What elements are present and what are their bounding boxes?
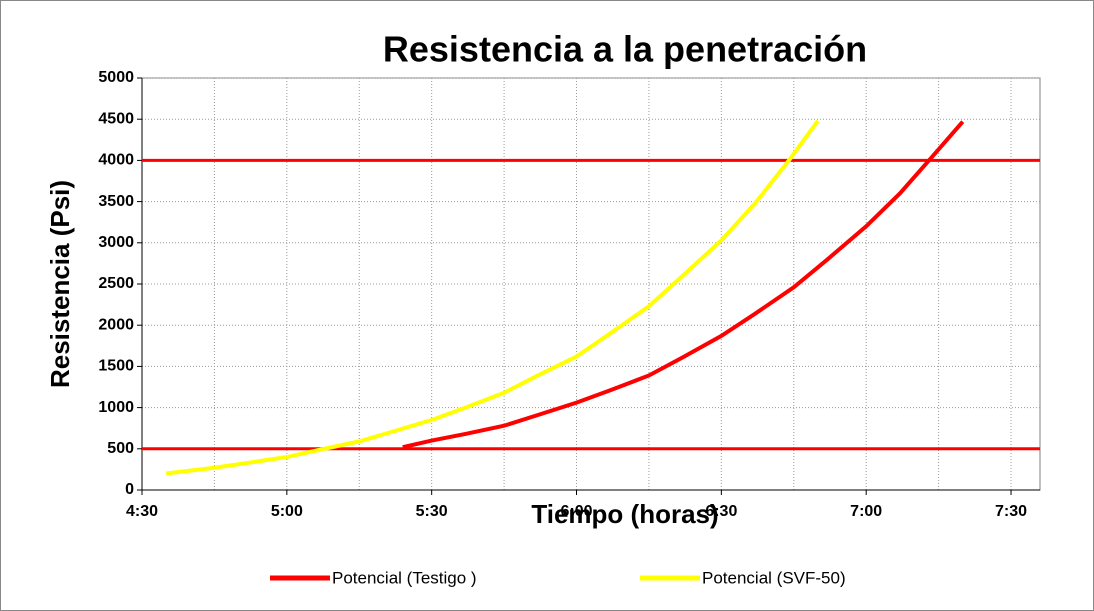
legend-label: Potencial (Testigo ) — [332, 568, 477, 587]
x-tick-label: 6:00 — [561, 503, 593, 520]
series-line — [402, 120, 965, 450]
x-tick-label: 7:30 — [995, 503, 1027, 520]
plot-area — [141, 77, 1041, 491]
y-tick-label: 4000 — [98, 152, 134, 169]
series-line — [165, 119, 820, 476]
x-tick-label: 7:00 — [850, 503, 882, 520]
y-tick-label: 2500 — [98, 275, 134, 292]
y-tick-label: 0 — [125, 481, 134, 498]
legend-label: Potencial (SVF-50) — [702, 568, 846, 587]
x-tick-label: 5:30 — [416, 503, 448, 520]
x-tick-label: 4:30 — [126, 503, 158, 520]
x-axis-label: Tiempo (horas) — [531, 499, 718, 529]
y-tick-label: 2000 — [98, 316, 134, 333]
chart-title: Resistencia a la penetración — [383, 29, 867, 70]
y-tick-label: 1500 — [98, 358, 134, 375]
y-tick-label: 500 — [107, 440, 134, 457]
x-tick-label: 5:00 — [271, 503, 303, 520]
y-tick-label: 1000 — [98, 399, 134, 416]
x-tick-label: 6:30 — [705, 503, 737, 520]
y-tick-label: 5000 — [98, 69, 134, 86]
y-tick-label: 4500 — [98, 110, 134, 127]
y-tick-label: 3000 — [98, 234, 134, 251]
y-tick-label: 3500 — [98, 193, 134, 210]
y-axis-label: Resistencia (Psi) — [45, 180, 75, 388]
